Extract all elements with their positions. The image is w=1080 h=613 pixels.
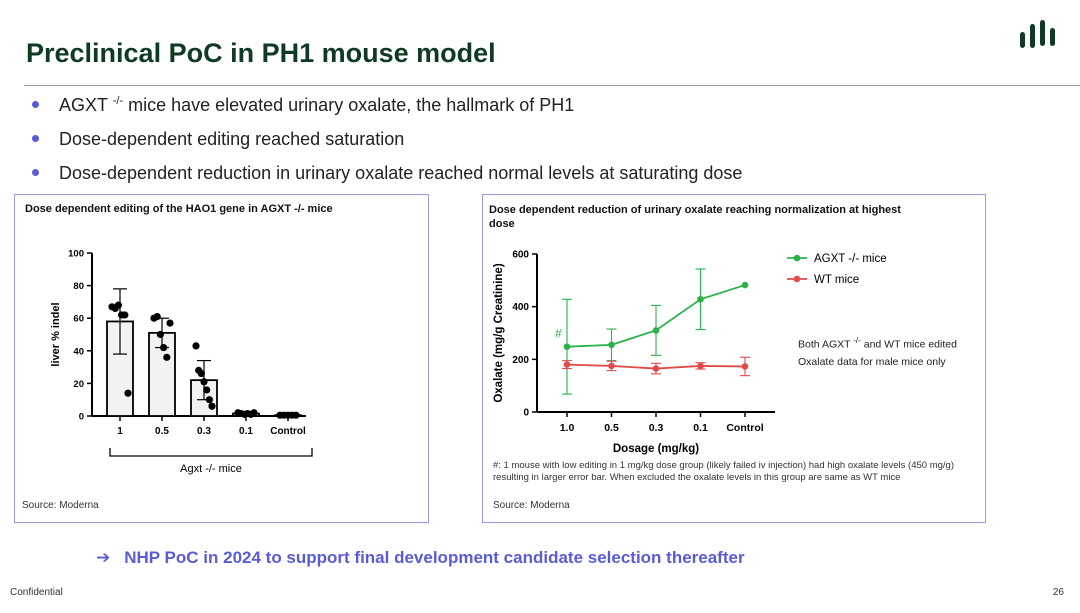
data-point xyxy=(197,370,205,378)
page-number: 26 xyxy=(1052,587,1064,598)
data-point xyxy=(608,362,615,370)
data-point xyxy=(163,353,171,361)
bullet-icon xyxy=(32,100,39,108)
editing-chart-panel: Dose dependent editing of the HAO1 gene … xyxy=(14,194,429,523)
bullet-icon xyxy=(32,168,39,176)
y-tick-label: 0 xyxy=(523,408,529,419)
male-only-note: Oxalate data for male mice only xyxy=(798,356,946,368)
next-step-statement: ➔ NHP PoC in 2024 to support final develo… xyxy=(96,548,745,567)
data-point xyxy=(741,363,749,370)
data-point xyxy=(563,343,571,350)
y-tick-label: 40 xyxy=(73,346,84,357)
oxalate-line-chart: 0 200 400 600 Oxalate (mg/g Creatinine) 1.0 0.… xyxy=(493,250,887,456)
x-tick-label: 1.0 xyxy=(560,422,575,434)
company-logo xyxy=(1020,20,1055,48)
y-tick-label: 60 xyxy=(73,314,84,325)
y-axis-label: liver % indel xyxy=(50,302,62,366)
oxalate-chart-panel: Dose dependent reduction of urinary oxal… xyxy=(482,194,986,523)
x-tick-label: 0.3 xyxy=(649,422,664,434)
oxalate-footnote: #: 1 mouse with low editing in 1 mg/kg d… xyxy=(493,460,954,483)
data-point xyxy=(114,301,122,309)
editing-chart-title: Dose dependent editing of the HAO1 gene … xyxy=(25,203,333,215)
page-title: Preclinical PoC in PH1 mouse model xyxy=(26,38,496,68)
logo-bar xyxy=(1050,28,1055,46)
logo-bar xyxy=(1020,32,1025,48)
data-point xyxy=(166,319,174,327)
data-point xyxy=(156,330,164,339)
data-point xyxy=(124,389,132,397)
bullet-item: AGXT -/- mice have elevated urinary oxal… xyxy=(32,95,574,116)
editing-bar-chart: 0 20 40 60 80 100 liver % indel 1 0.5 0.3 0.1 Contr… xyxy=(50,249,313,475)
data-point xyxy=(200,378,208,386)
x-tick-label: 1 xyxy=(117,426,123,437)
data-point xyxy=(205,396,213,404)
data-point xyxy=(292,411,300,419)
x-axis-label: Dosage (mg/kg) xyxy=(613,443,699,455)
oxalate-chart-title: Dose dependent reduction of urinary oxal… xyxy=(489,204,901,230)
data-point xyxy=(160,343,168,352)
data-point xyxy=(121,311,129,319)
x-tick-label: Control xyxy=(726,422,763,434)
data-point xyxy=(208,402,216,410)
y-tick-label: 600 xyxy=(512,250,529,261)
x-tick-label: Control xyxy=(270,426,306,437)
data-point xyxy=(697,295,704,303)
oxalate-source: Source: Moderna xyxy=(493,500,570,511)
legend-marker xyxy=(793,254,801,262)
confidential-label: Confidential xyxy=(10,587,63,598)
y-tick-label: 80 xyxy=(73,281,84,292)
group-bracket xyxy=(109,448,313,457)
y-tick-label: 200 xyxy=(512,355,529,366)
x-tick-label: 0.1 xyxy=(693,422,708,434)
editing-source: Source: Moderna xyxy=(22,500,99,511)
data-point xyxy=(153,312,161,321)
y-axis-label: Oxalate (mg/g Creatinine) xyxy=(493,263,505,402)
legend-marker xyxy=(793,275,801,283)
legend-label: WT mice xyxy=(814,274,859,286)
data-point xyxy=(250,409,258,417)
logo-bar xyxy=(1030,24,1035,48)
bracket-label: Agxt -/- mice xyxy=(180,463,242,475)
y-tick-label: 100 xyxy=(68,249,84,260)
edited-note: Both AGXT -/- and WT mice edited xyxy=(798,336,957,351)
title-divider xyxy=(24,85,1080,86)
data-point xyxy=(741,281,749,289)
logo-bar xyxy=(1040,20,1045,46)
data-point xyxy=(608,341,615,349)
data-point xyxy=(203,386,211,394)
outlier-annotation: # xyxy=(555,327,562,341)
bullet-item: Dose-dependent editing reached saturatio… xyxy=(32,129,404,150)
legend-label: AGXT -/- mice xyxy=(814,253,887,265)
bullet-icon xyxy=(32,134,39,142)
bullet-item: Dose-dependent reduction in urinary oxal… xyxy=(32,163,742,184)
data-point xyxy=(563,361,571,368)
x-tick-label: 0.3 xyxy=(197,426,211,437)
data-point xyxy=(652,365,660,372)
data-point xyxy=(652,327,660,334)
y-tick-label: 0 xyxy=(79,412,84,423)
arrow-icon: ➔ xyxy=(96,548,111,567)
data-point xyxy=(192,342,200,350)
x-tick-label: 0.5 xyxy=(604,422,619,434)
y-tick-label: 20 xyxy=(73,379,84,390)
x-tick-label: 0.5 xyxy=(155,426,169,437)
x-tick-label: 0.1 xyxy=(239,426,253,437)
y-tick-label: 400 xyxy=(512,302,529,313)
data-point xyxy=(697,362,704,370)
